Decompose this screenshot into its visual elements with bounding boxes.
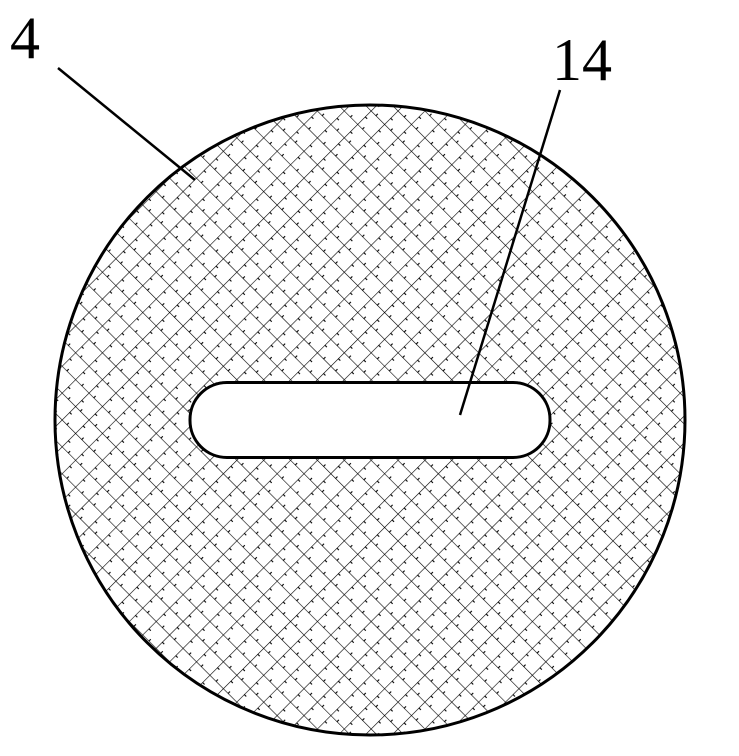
callout-label-4: 4 xyxy=(10,8,40,68)
diagram-canvas: 4 14 xyxy=(0,0,739,756)
callout-label-14: 14 xyxy=(552,30,612,90)
slot-opening xyxy=(190,383,550,458)
diagram-svg xyxy=(0,0,739,756)
